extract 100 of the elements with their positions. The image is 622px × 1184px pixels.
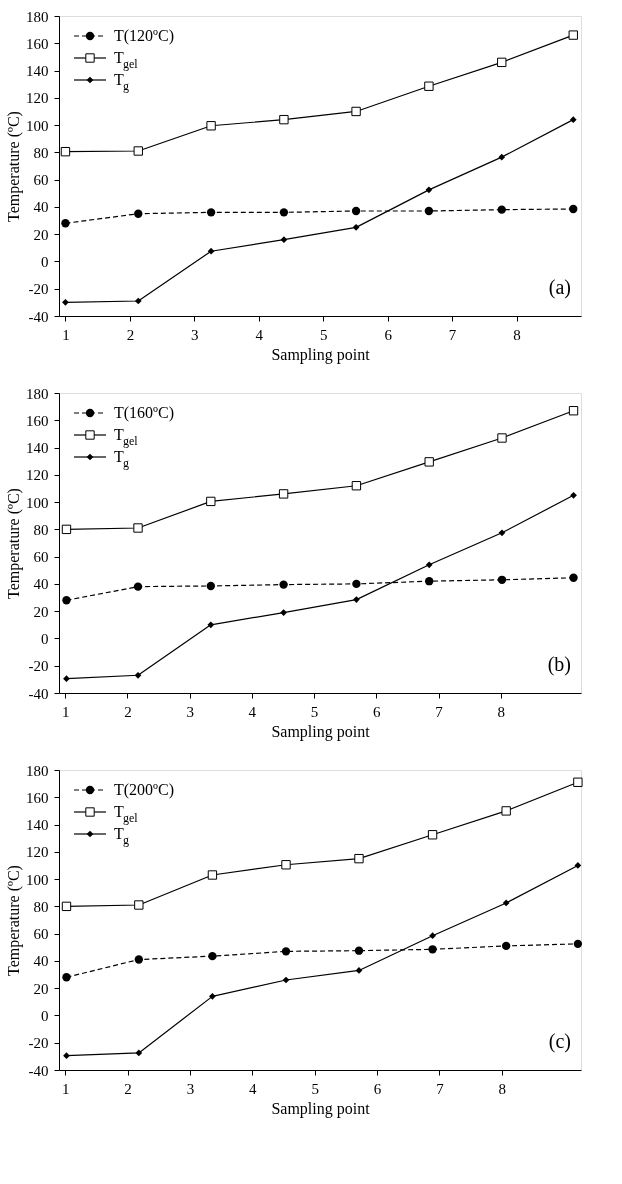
x-tick-label: 4: [255, 326, 264, 343]
annotation: (b): [547, 653, 571, 676]
y-tick-label: 40: [33, 576, 49, 593]
point: [497, 57, 507, 68]
y-tick-label: -20: [28, 658, 49, 675]
y-tick-label: 140: [26, 63, 49, 80]
y-tick-label: 180: [26, 8, 49, 25]
point: [425, 561, 433, 569]
point: [498, 153, 506, 161]
x-tick-label: 8: [497, 703, 505, 720]
point: [206, 121, 216, 131]
point: [279, 208, 289, 217]
y-tick-label: 100: [26, 871, 49, 888]
point: [279, 580, 288, 589]
point: [206, 581, 215, 591]
y-tick-label: 60: [33, 926, 49, 943]
y-axis-title: Temperature (ºC): [5, 488, 23, 599]
point: [570, 491, 577, 499]
point: [63, 1052, 70, 1060]
x-tick-label: 3: [186, 703, 194, 720]
point: [135, 1049, 143, 1057]
y-tick-label: 0: [41, 253, 49, 270]
point: [354, 946, 364, 955]
y-tick-label: 20: [33, 603, 49, 620]
point: [498, 529, 506, 537]
point: [497, 433, 507, 443]
point: [60, 147, 71, 157]
legend-label: T(200ºC): [114, 781, 175, 799]
point: [425, 577, 434, 586]
point: [279, 114, 289, 125]
x-tick-label: 3: [191, 326, 199, 343]
point: [428, 945, 437, 954]
point: [429, 932, 436, 940]
y-tick-label: 160: [26, 35, 49, 52]
point: [206, 496, 216, 507]
point: [351, 106, 361, 117]
y-tick-label: 80: [33, 144, 49, 161]
point: [207, 247, 215, 255]
y-tick-label: 100: [26, 117, 49, 134]
point: [569, 116, 577, 123]
x-tick-label: 6: [373, 703, 382, 720]
point: [133, 523, 143, 533]
y-tick-label: -40: [28, 685, 49, 702]
point: [427, 830, 438, 840]
point: [501, 806, 511, 816]
point: [501, 941, 511, 951]
y-tick-label: 140: [26, 817, 49, 834]
point: [424, 457, 434, 467]
point: [134, 297, 142, 305]
x-tick-label: 1: [62, 326, 70, 343]
point: [281, 860, 291, 870]
x-tick-label: 6: [384, 326, 393, 343]
y-tick-label: 160: [26, 789, 49, 806]
point: [352, 224, 360, 231]
point: [574, 862, 582, 869]
x-tick-label: 7: [448, 326, 457, 343]
x-tick-label: 5: [319, 326, 328, 343]
point: [207, 621, 215, 629]
y-tick-label: 40: [33, 953, 49, 970]
y-tick-label: 100: [26, 494, 49, 511]
point: [424, 81, 434, 91]
x-tick-label: 8: [513, 326, 521, 343]
x-axis-title: Sampling point: [271, 1099, 371, 1118]
point: [280, 609, 287, 616]
y-axis-title: Temperature (ºC): [5, 865, 23, 976]
point: [569, 204, 578, 214]
y-tick-label: 80: [33, 898, 49, 915]
y-tick-label: -20: [28, 281, 49, 298]
point: [573, 777, 583, 787]
point: [63, 675, 70, 683]
point: [282, 976, 290, 984]
point: [353, 596, 360, 603]
y-tick-label: 20: [33, 226, 49, 243]
y-tick-label: 180: [26, 762, 49, 779]
x-tick-label: 2: [126, 326, 135, 343]
point: [568, 30, 578, 40]
point: [62, 973, 71, 982]
x-tick-label: 4: [249, 1080, 258, 1097]
point: [61, 219, 70, 228]
y-tick-label: 180: [26, 385, 49, 402]
point: [424, 206, 434, 216]
y-tick-label: 160: [26, 412, 49, 429]
point: [351, 206, 361, 216]
point: [281, 947, 291, 956]
x-tick-label: 6: [373, 1080, 382, 1097]
point: [208, 951, 217, 961]
point: [278, 489, 289, 499]
annotation: (c): [548, 1030, 571, 1053]
y-tick-label: 120: [26, 467, 49, 484]
point: [351, 481, 362, 491]
point: [497, 575, 507, 584]
point: [61, 524, 72, 535]
y-tick-label: 60: [33, 172, 49, 189]
point: [280, 236, 288, 243]
y-axis-title: Temperature (ºC): [5, 111, 23, 222]
legend-label: T(120ºC): [114, 27, 175, 45]
x-tick-label: 2: [124, 703, 132, 720]
point: [352, 579, 361, 589]
x-tick-label: 4: [248, 703, 257, 720]
y-tick-label: 120: [26, 90, 49, 107]
